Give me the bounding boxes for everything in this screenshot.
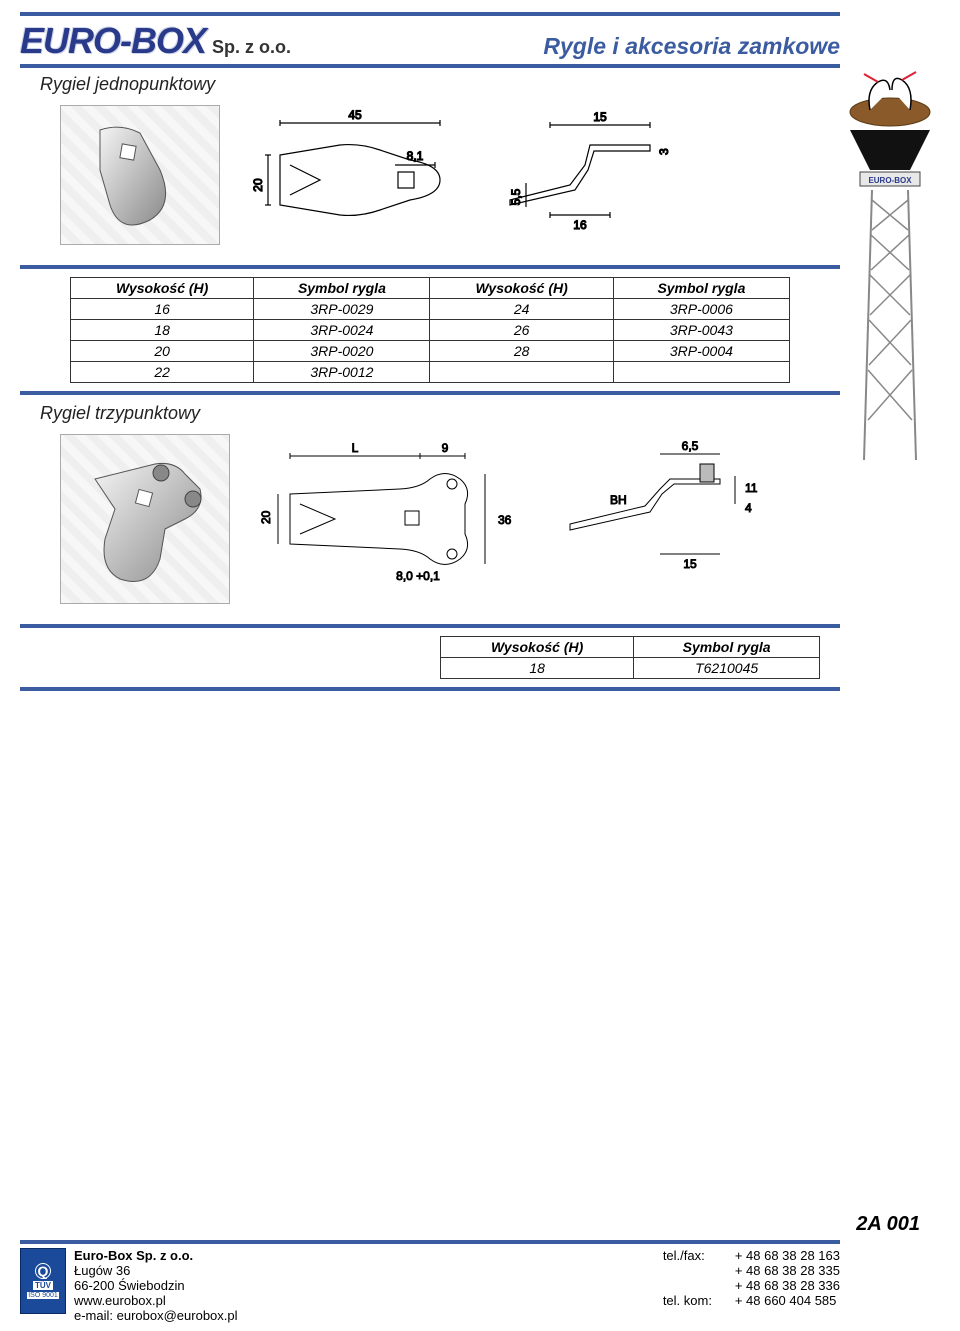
col-header: Symbol rygla [254,278,430,299]
table-cell: 3RP-0012 [254,362,430,383]
dim-65: 6,5 [682,439,699,453]
dim-36: 36 [498,513,512,527]
page-code: 2A 001 [20,1213,940,1236]
table-cell: 22 [71,362,254,383]
cert-iso: ISO 9001 [27,1292,59,1299]
telfax-value: + 48 68 38 28 163 [735,1248,840,1263]
dim-20b: 20 [259,510,273,524]
col-header: Wysokość (H) [71,278,254,299]
rule-before-table2 [20,624,840,628]
top-rule [20,12,840,16]
table-cell: 3RP-0020 [254,341,430,362]
table-cell: 3RP-0004 [613,341,789,362]
table-cell: 26 [430,320,613,341]
tel2: + 48 68 38 28 335 [735,1263,840,1278]
dim-3: 3 [657,148,671,155]
drawing-side: 15 3 5,5 16 [490,105,690,245]
table-row: 18T6210045 [441,658,820,679]
telfax-label: tel./fax: [663,1248,735,1263]
col-header: Wysokość (H) [441,637,634,658]
cert-badge: Q TÜV ISO 9001 [20,1248,66,1314]
website: www.eurobox.pl [74,1293,238,1308]
logo-suffix: Sp. z o.o. [212,37,291,58]
rule-before-table1 [20,265,840,269]
section1-title: Rygiel jednopunktowy [40,74,940,95]
company-name: Euro-Box Sp. z o.o. [74,1248,238,1263]
rule-after-table1 [20,391,840,395]
footer: 2A 001 Q TÜV ISO 9001 Euro-Box Sp. z o.o… [20,1213,940,1323]
table2-wrap: Wysokość (H)Symbol rygla18T6210045 [440,636,820,679]
table-cell [430,362,613,383]
tower-label: EURO-BOX [868,176,912,185]
dim-15b: 15 [683,557,697,571]
col-header: Symbol rygla [634,637,820,658]
contact-block: tel./fax:+ 48 68 38 28 163 + 48 68 38 28… [663,1248,840,1323]
dim-9: 9 [442,441,449,455]
drawing2-top: L 9 20 8,0 +0,1 36 [250,434,530,604]
dim-81: 8,1 [407,149,424,163]
table-cell: 28 [430,341,613,362]
addr-line2: 66-200 Świebodzin [74,1278,238,1293]
col-header: Wysokość (H) [430,278,613,299]
table-cell: 18 [71,320,254,341]
table-cell: 3RP-0043 [613,320,789,341]
tower-decoration: EURO-BOX [830,60,950,460]
table-row: 223RP-0012 [71,362,790,383]
header: EURO-BOX Sp. z o.o. Rygle i akcesoria za… [20,20,840,62]
table-cell [613,362,789,383]
logo-text: EURO-BOX [20,20,206,62]
dim-55: 5,5 [509,188,523,205]
table-cell: 24 [430,299,613,320]
dim-L: L [352,441,359,455]
table1-wrap: Wysokość (H)Symbol ryglaWysokość (H)Symb… [70,277,790,383]
cert-tuv: TÜV [33,1281,53,1290]
table-cell: 3RP-0006 [613,299,789,320]
table-row: 163RP-0029243RP-0006 [71,299,790,320]
kom-value: + 48 660 404 585 [735,1293,837,1308]
section2-figures: L 9 20 8,0 +0,1 36 6,5 [60,434,940,604]
spec-table-2: Wysokość (H)Symbol rygla18T6210045 [440,636,820,679]
dim-16: 16 [573,218,587,232]
email: e-mail: eurobox@eurobox.pl [74,1308,238,1323]
dim-15: 15 [593,110,607,124]
dim-BH: BH [610,493,627,507]
table-cell: 3RP-0024 [254,320,430,341]
dim-20: 20 [251,178,265,192]
kom-label: tel. kom: [663,1293,735,1308]
table-row: 183RP-0024263RP-0043 [71,320,790,341]
table-cell: 18 [441,658,634,679]
header-underline [20,64,840,68]
dim-45: 45 [348,108,362,122]
table-cell: 20 [71,341,254,362]
table-cell: 16 [71,299,254,320]
table-row: 203RP-0020283RP-0004 [71,341,790,362]
drawing2-side: 6,5 BH 11 4 15 [550,434,770,604]
section2-title: Rygiel trzypunktowy [40,403,940,424]
spec-table-1: Wysokość (H)Symbol ryglaWysokość (H)Symb… [70,277,790,383]
table-cell: T6210045 [634,658,820,679]
photo-rygiel-3pt [60,434,230,604]
dim-11: 11 [745,481,758,495]
footer-rule [20,1240,840,1244]
tel3: + 48 68 38 28 336 [735,1278,840,1293]
addr-line1: Ługów 36 [74,1263,238,1278]
rule-after-table2 [20,687,840,691]
table-cell: 3RP-0029 [254,299,430,320]
page-title: Rygle i akcesoria zamkowe [543,33,840,60]
logo-block: EURO-BOX Sp. z o.o. [20,20,291,62]
dim-80: 8,0 +0,1 [396,569,440,583]
drawing-top: 45 8,1 20 [240,105,470,245]
address-block: Euro-Box Sp. z o.o. Ługów 36 66-200 Świe… [74,1248,238,1323]
photo-rygiel-1 [60,105,220,245]
dim-4: 4 [745,501,752,515]
section1-figures: 45 8,1 20 15 3 [60,105,940,245]
col-header: Symbol rygla [613,278,789,299]
